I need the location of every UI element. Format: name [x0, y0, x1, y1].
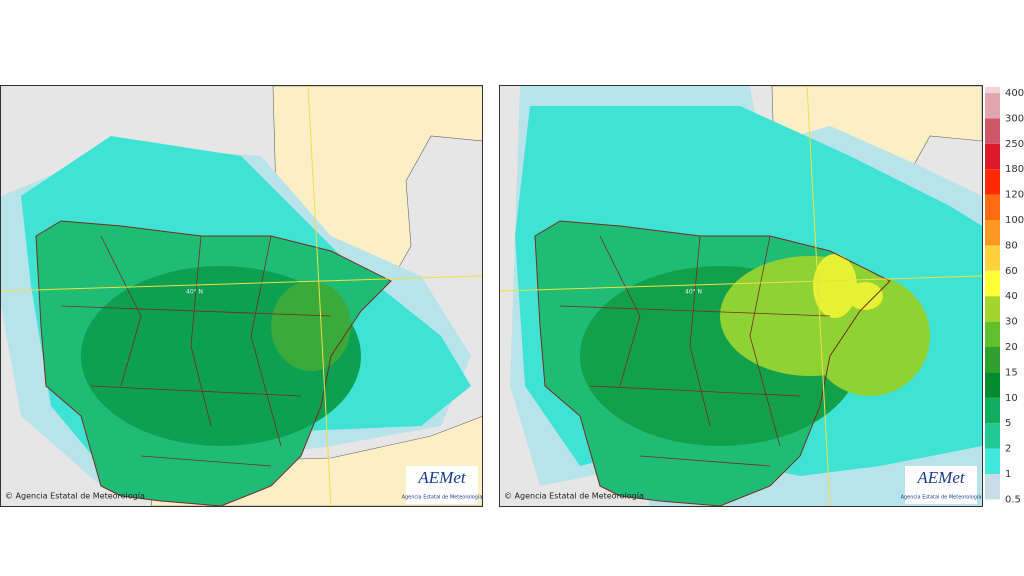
legend-label: 180	[1005, 164, 1024, 175]
legend-label: 60	[1005, 266, 1018, 277]
province-border	[559, 305, 831, 317]
map-panel: 40° N © Agencia Estatal de Meteorología AE…	[499, 85, 983, 507]
province-border	[749, 235, 781, 447]
legend-label: 400	[1005, 88, 1024, 99]
legend-label: 40	[1005, 291, 1018, 302]
legend-label: 250	[1005, 139, 1024, 150]
logo-box	[905, 466, 977, 504]
legend-label: 10	[1005, 393, 1018, 404]
province-border	[90, 385, 302, 397]
legend-label: 120	[1005, 190, 1024, 201]
legend-swatch	[985, 118, 1000, 144]
copyright: © Agencia Estatal de Meteorología	[5, 492, 145, 501]
province-border	[639, 455, 771, 467]
legend-swatch	[985, 321, 1000, 347]
legend-label: 1	[1005, 469, 1011, 480]
legend-label: 2	[1005, 444, 1011, 455]
legend-swatch	[985, 143, 1000, 170]
legend-label: 80	[1005, 240, 1018, 251]
parallel-label: 40° N	[186, 289, 203, 296]
legend: 0.5 1 2 5 10 15 20 30 40 60 80 100 120 180 250 300 400	[985, 87, 1024, 505]
legend-swatch	[985, 423, 1000, 449]
logo-box	[406, 466, 478, 504]
legend-swatch	[985, 194, 1000, 220]
legend-label: 15	[1005, 367, 1018, 378]
legend-label: 0.5	[1005, 494, 1021, 505]
coastline	[35, 220, 392, 506]
meridian	[806, 86, 831, 506]
province-border	[599, 235, 641, 387]
parallel-label: 40° N	[685, 289, 702, 296]
logo-caption: Agencia Estatal de Meteorología	[402, 494, 483, 501]
legend-label: 5	[1005, 418, 1011, 429]
legend-swatch	[985, 397, 1000, 424]
parallel	[500, 275, 982, 292]
precip-yellow	[847, 282, 883, 310]
province-border	[589, 385, 801, 397]
logo-caption: Agencia Estatal de Meteorología	[901, 494, 982, 501]
province-border	[250, 235, 282, 447]
legend-swatch	[985, 87, 1000, 93]
province-border	[689, 235, 711, 427]
precip-mid	[271, 281, 351, 371]
legend-swatch	[985, 245, 1000, 271]
legend-swatch	[985, 169, 1000, 195]
precip-yellow	[813, 254, 857, 318]
map-panel: 40° N © Agencia Estatal de Meteorología AE…	[0, 85, 483, 507]
legend-label: 20	[1005, 342, 1018, 353]
province-border	[190, 235, 212, 427]
legend-swatch	[985, 220, 1000, 246]
legend-label: 300	[1005, 113, 1024, 124]
copyright: © Agencia Estatal de Meteorología	[504, 492, 644, 501]
meridian	[307, 86, 332, 506]
legend-label: 100	[1005, 215, 1024, 226]
legend-swatch	[985, 474, 1000, 500]
parallel	[1, 275, 482, 292]
legend-swatch	[985, 93, 1000, 119]
legend-swatch	[985, 448, 1000, 474]
province-border	[140, 455, 272, 467]
legend-swatch	[985, 347, 1000, 373]
legend-swatch	[985, 270, 1000, 297]
province-border	[60, 305, 332, 317]
legend-swatch	[985, 296, 1000, 322]
coastline	[534, 220, 891, 506]
logo: AEMet	[417, 468, 466, 487]
logo: AEMet	[916, 468, 965, 487]
legend-swatch	[985, 372, 1000, 398]
province-border	[100, 235, 142, 387]
legend-label: 30	[1005, 317, 1018, 328]
